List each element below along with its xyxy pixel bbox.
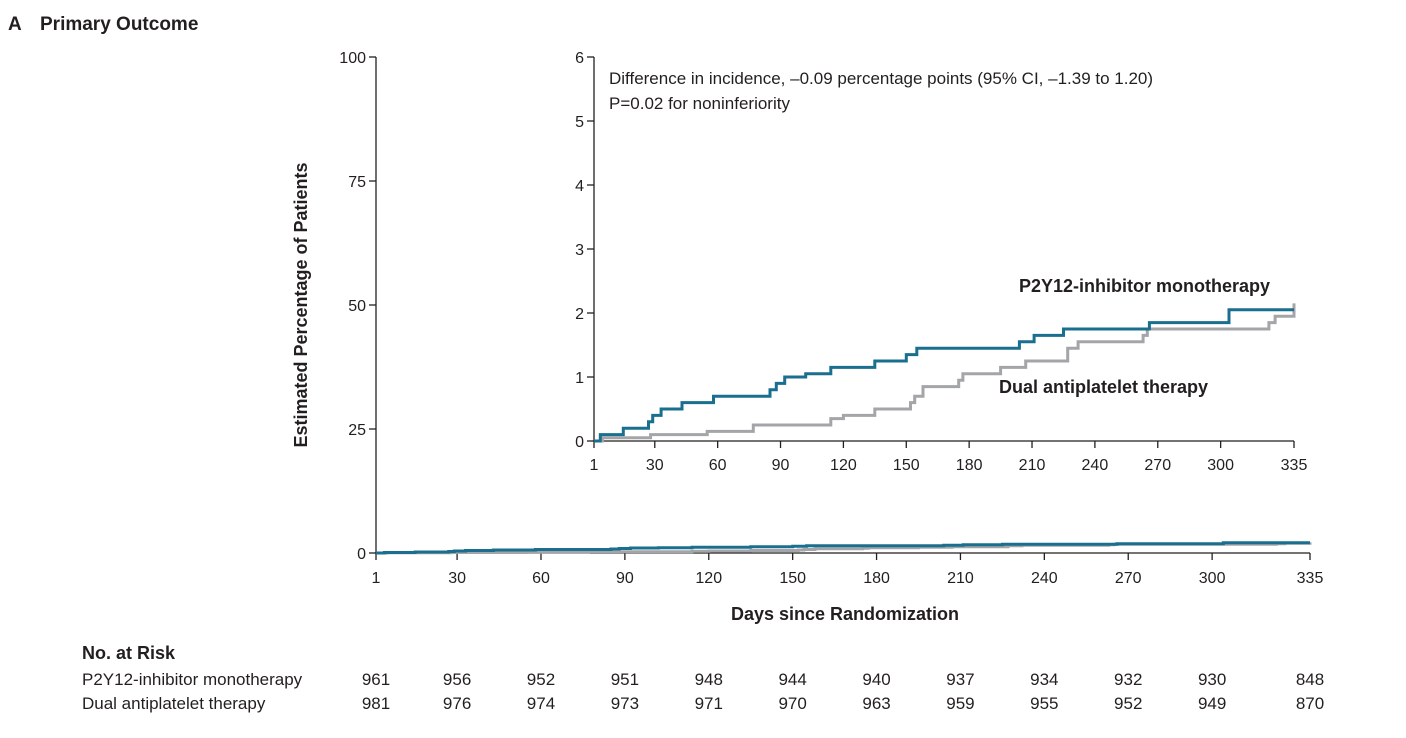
risk-value: 948 — [695, 670, 723, 689]
main-xtick-label: 240 — [1031, 570, 1058, 587]
main-ytick-label: 50 — [348, 298, 366, 315]
main-xtick-label: 90 — [616, 570, 634, 587]
risk-row-label-dapt: Dual antiplatelet therapy — [82, 694, 266, 713]
risk-value: 974 — [527, 694, 555, 713]
inset-series-p2y12-line — [594, 308, 1294, 443]
inset-annotation-difference: Difference in incidence, –0.09 percentag… — [609, 69, 1153, 88]
risk-value: 952 — [1114, 694, 1142, 713]
main-xtick-label: 60 — [532, 570, 550, 587]
risk-value: 976 — [443, 694, 471, 713]
inset-xtick-label: 60 — [709, 457, 727, 474]
risk-value: 951 — [611, 670, 639, 689]
inset-xtick-label: 30 — [646, 457, 664, 474]
series-label-p2y12: P2Y12-inhibitor monotherapy — [1019, 276, 1270, 296]
inset-xtick-label: 90 — [772, 457, 790, 474]
inset-xtick-label: 240 — [1082, 457, 1109, 474]
series-label-dapt: Dual antiplatelet therapy — [999, 377, 1208, 397]
main-y-ticks: 0 25 50 75 100 — [339, 50, 376, 563]
inset-annotation-p-value: P=0.02 for noninferiority — [609, 94, 790, 113]
main-xtick-label: 120 — [695, 570, 722, 587]
risk-value: 944 — [778, 670, 806, 689]
risk-value: 955 — [1030, 694, 1058, 713]
risk-value: 956 — [443, 670, 471, 689]
main-xtick-label: 270 — [1115, 570, 1142, 587]
main-ytick-label: 75 — [348, 174, 366, 191]
inset-ytick-label: 1 — [575, 370, 584, 387]
main-ytick-label: 25 — [348, 422, 366, 439]
inset-xtick-label: 1 — [590, 457, 599, 474]
risk-value: 934 — [1030, 670, 1058, 689]
inset-series-dapt-line — [594, 303, 1296, 443]
main-xtick-label: 300 — [1199, 570, 1226, 587]
risk-value: 870 — [1296, 694, 1324, 713]
x-axis-title: Days since Randomization — [731, 604, 959, 624]
risk-value: 940 — [862, 670, 890, 689]
inset-xtick-label: 210 — [1019, 457, 1046, 474]
risk-value: 981 — [362, 694, 390, 713]
y-axis-title: Estimated Percentage of Patients — [291, 162, 311, 447]
risk-table: No. at Risk P2Y12-inhibitor monotherapy … — [82, 643, 1324, 713]
risk-value: 970 — [778, 694, 806, 713]
risk-value: 937 — [946, 670, 974, 689]
risk-value: 930 — [1198, 670, 1226, 689]
panel-letter: A — [8, 14, 22, 35]
main-series-p2y12-line — [376, 541, 1310, 555]
risk-values: 961 956 952 951 948 944 940 937 934 932 930 848 981 9… — [362, 670, 1324, 713]
inset-series — [594, 303, 1296, 443]
inset-x-ticks: 1 30 60 90 120 150 180 210 240 270 300 335 — [590, 441, 1308, 474]
risk-value: 961 — [362, 670, 390, 689]
inset-xtick-label: 335 — [1281, 457, 1308, 474]
inset-ytick-label: 6 — [575, 50, 584, 67]
inset-ytick-label: 5 — [575, 114, 584, 131]
main-xtick-label: 30 — [448, 570, 466, 587]
risk-row-label-p2y12: P2Y12-inhibitor monotherapy — [82, 670, 303, 689]
inset-xtick-label: 270 — [1144, 457, 1171, 474]
risk-value: 959 — [946, 694, 974, 713]
risk-value: 952 — [527, 670, 555, 689]
main-xtick-label: 1 — [372, 570, 381, 587]
main-xtick-label: 180 — [863, 570, 890, 587]
risk-value: 848 — [1296, 670, 1324, 689]
inset-ytick-label: 3 — [575, 242, 584, 259]
inset-ytick-label: 0 — [575, 434, 584, 451]
main-ytick-label: 0 — [357, 546, 366, 563]
risk-value: 963 — [862, 694, 890, 713]
inset-xtick-label: 300 — [1207, 457, 1234, 474]
risk-value: 932 — [1114, 670, 1142, 689]
inset-xtick-label: 180 — [956, 457, 983, 474]
risk-value: 949 — [1198, 694, 1226, 713]
risk-value: 971 — [695, 694, 723, 713]
inset-xtick-label: 120 — [830, 457, 857, 474]
panel-title: Primary Outcome — [40, 14, 198, 35]
main-xtick-label: 210 — [947, 570, 974, 587]
main-ytick-label: 100 — [339, 50, 366, 67]
inset-y-ticks: 0 1 2 3 4 5 6 — [575, 50, 594, 451]
main-x-ticks: 1 30 60 90 120 150 180 210 240 270 300 335 — [372, 553, 1324, 587]
main-xtick-label: 335 — [1297, 570, 1324, 587]
risk-table-heading: No. at Risk — [82, 643, 176, 663]
risk-value: 973 — [611, 694, 639, 713]
main-xtick-label: 150 — [779, 570, 806, 587]
inset-xtick-label: 150 — [893, 457, 920, 474]
inset-ytick-label: 2 — [575, 306, 584, 323]
inset-ytick-label: 4 — [575, 178, 584, 195]
main-series — [376, 541, 1312, 555]
